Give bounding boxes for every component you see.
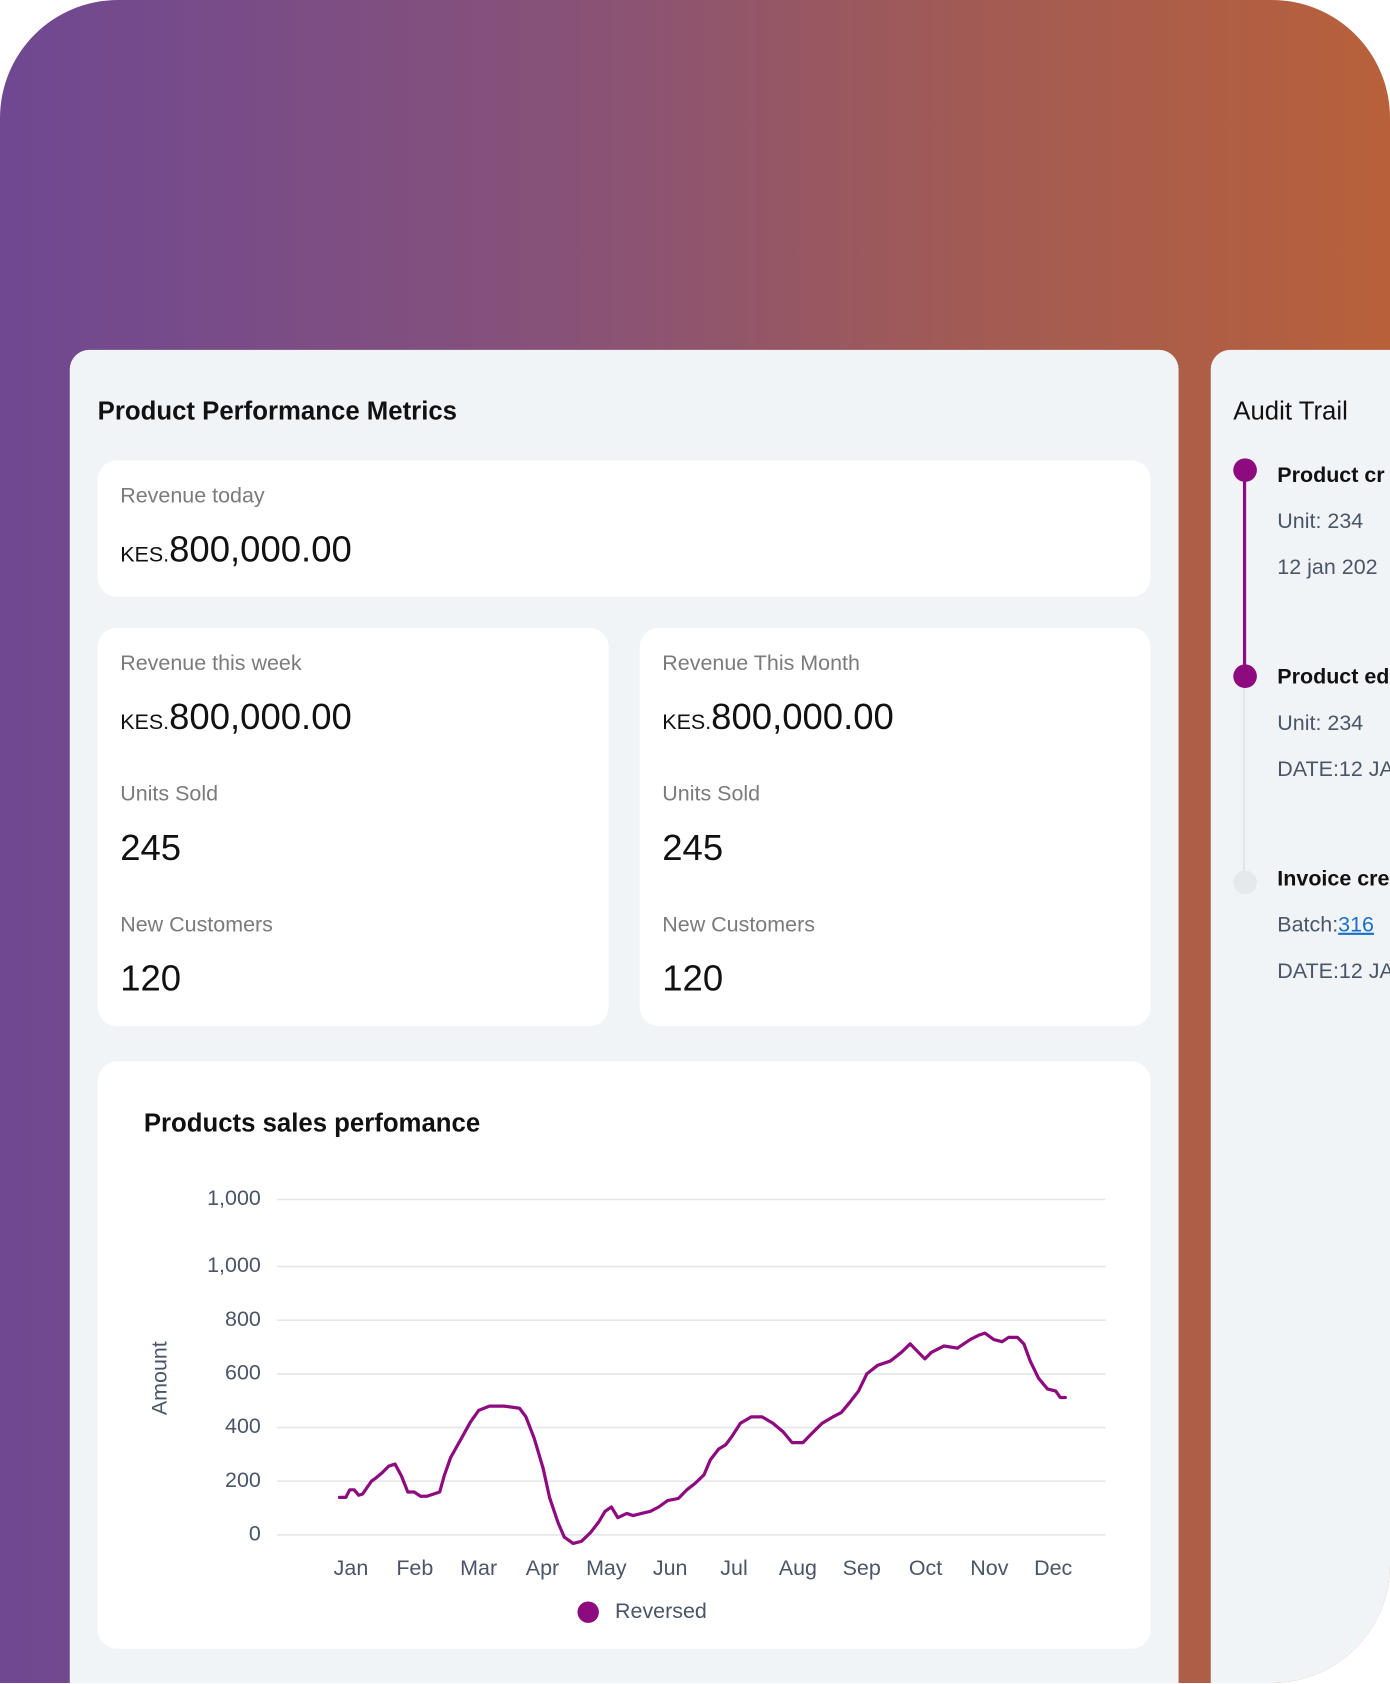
x-tick-label: Jun [653, 1556, 688, 1580]
timeline [1242, 470, 1247, 677]
audit-panel: Audit Trail Product cr Unit: 234 12 jan … [1210, 349, 1390, 1684]
entry-line: Unit: 234 [1277, 509, 1364, 534]
legend-marker [577, 1601, 599, 1623]
entry-line: DATE:12 JA [1277, 757, 1390, 782]
timeline-dot [1233, 870, 1257, 895]
x-tick-label: May [586, 1556, 627, 1580]
label: Revenue today [120, 484, 265, 508]
entry-title: Product ed [1277, 665, 1390, 690]
entry-line: Unit: 234 [1277, 711, 1364, 736]
entry-line: Batch:316 [1277, 913, 1374, 938]
x-tick-label: Oct [909, 1556, 942, 1580]
x-tick-label: Sep [843, 1556, 881, 1580]
entry-title: Product cr [1277, 463, 1385, 488]
x-tick-label: Feb [396, 1556, 433, 1580]
month-card: Revenue This Month KES.800,000.00 Units … [639, 627, 1151, 1027]
panel-title: Product Performance Metrics [97, 397, 458, 427]
x-tick-label: Apr [526, 1556, 559, 1580]
currency: KES. [662, 710, 712, 735]
amount: KES.800,000.00 [662, 697, 894, 739]
chart-card [97, 1061, 1151, 1649]
value: 120 [120, 958, 182, 1000]
x-tick-label: Jan [334, 1556, 369, 1580]
y-tick-label: 600 [225, 1361, 261, 1385]
amount: KES.800,000.00 [120, 529, 352, 571]
timeline-dot [1233, 458, 1257, 482]
y-tick-label: 800 [225, 1307, 261, 1331]
label: Revenue this week [120, 651, 302, 676]
value: 245 [120, 827, 182, 869]
entry-line: 12 jan 202 [1277, 556, 1378, 580]
x-tick-label: Mar [460, 1556, 497, 1580]
y-tick-label: 400 [225, 1414, 261, 1438]
value: 245 [662, 827, 724, 869]
legend-label: Reversed [615, 1599, 707, 1623]
value: 120 [662, 958, 724, 1000]
value: 800,000.00 [169, 696, 352, 738]
audit-title: Audit Trail [1233, 397, 1348, 427]
entry-title: Invoice cre [1277, 867, 1390, 891]
y-tick-label: 1,000 [207, 1253, 261, 1277]
week-card: Revenue this week KES.800,000.00 Units S… [97, 627, 609, 1027]
value: 800,000.00 [169, 529, 352, 570]
y-tick-label: 200 [225, 1468, 261, 1492]
label: New Customers [120, 913, 273, 938]
x-tick-label: Aug [779, 1556, 817, 1580]
y-axis-label: Amount [148, 1341, 172, 1415]
x-tick-label: Nov [970, 1556, 1008, 1580]
amount: KES.800,000.00 [120, 697, 352, 739]
entry-line: DATE:12 JA [1277, 959, 1390, 984]
y-tick-label: 0 [249, 1522, 261, 1546]
label: Units Sold [662, 782, 761, 807]
line [337, 1331, 1067, 1546]
currency: KES. [120, 710, 170, 735]
x-tick-label: Dec [1034, 1556, 1072, 1580]
label: New Customers [662, 913, 815, 938]
batch-link[interactable]: 316 [1338, 913, 1374, 938]
metrics-panel: Product Performance Metrics Revenue toda… [69, 349, 1179, 1684]
label: Revenue This Month [662, 651, 860, 676]
label: Units Sold [120, 782, 219, 807]
timeline [1242, 676, 1246, 883]
y-tick-label: 1,000 [207, 1186, 261, 1210]
today-card: Revenue today KES.800,000.00 [97, 460, 1151, 597]
batch-label: Batch: [1277, 913, 1339, 938]
chart-title: Products sales perfomance [144, 1110, 480, 1138]
x-tick-label: Jul [720, 1556, 747, 1580]
value: 800,000.00 [711, 696, 894, 738]
currency: KES. [120, 543, 170, 567]
timeline-dot [1233, 664, 1257, 689]
